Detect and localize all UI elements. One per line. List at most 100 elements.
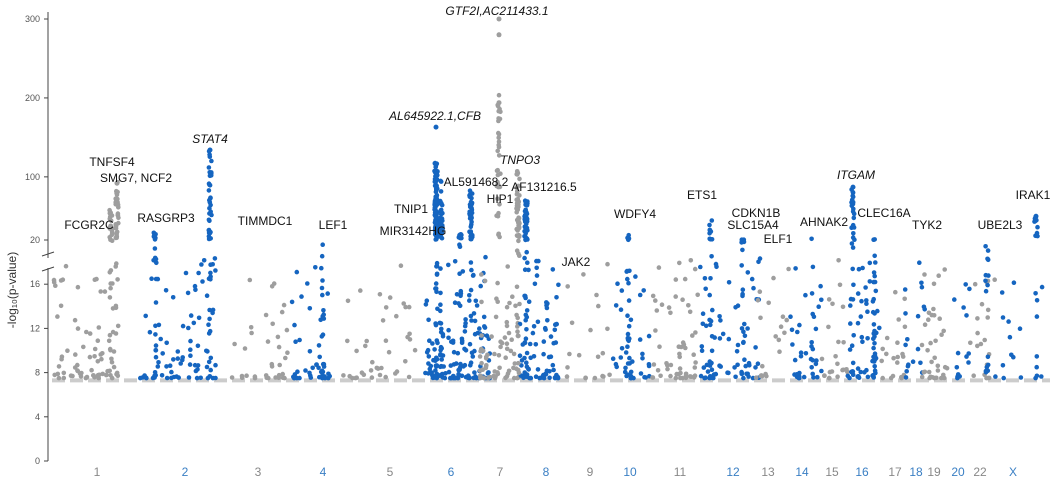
data-point [819,368,824,374]
data-point [467,211,472,216]
data-point [826,324,831,330]
data-point [496,144,502,150]
data-point [528,355,533,361]
data-point [433,227,439,232]
data-point [985,315,990,320]
data-point [423,302,429,307]
data-point [242,346,248,351]
data-point [432,168,437,174]
data-point [472,318,478,324]
data-point [865,374,871,380]
y-tick-label: 0 [35,456,40,466]
data-point [680,340,686,345]
data-point [741,239,747,245]
chromosome-label-8: 8 [543,465,550,479]
data-point [818,283,823,289]
data-point [524,350,530,356]
data-point [289,299,295,305]
data-point [605,326,610,332]
data-point [530,330,536,336]
data-point [688,258,694,263]
data-point [194,375,200,381]
data-point [867,279,873,284]
data-point [446,369,452,375]
data-point [481,314,487,320]
data-point [285,350,290,356]
data-point [637,337,643,342]
data-point [61,375,67,381]
data-point [207,211,212,216]
data-point [403,359,408,364]
data-point [496,153,502,158]
data-point [195,367,200,372]
data-point [478,283,484,289]
data-point [113,223,119,229]
data-point [544,368,550,374]
data-point [941,372,946,378]
gene-label: JAK2 [562,255,591,269]
data-point [809,365,814,370]
data-point [921,369,927,375]
data-point [265,339,271,344]
data-point [627,268,632,274]
data-point [424,350,430,355]
data-point [524,364,530,370]
data-point [58,278,64,283]
data-point [849,343,855,349]
data-point [985,362,991,368]
data-point [985,375,991,381]
gene-label: FCGR2C [64,218,114,232]
chromosome-label-1: 1 [94,465,101,479]
data-point [673,277,679,282]
data-point [850,194,856,200]
data-point [496,116,501,121]
data-point [809,340,814,345]
data-point [276,375,282,381]
data-point [967,286,972,292]
data-point [293,339,298,345]
gene-label: TNFSF4 [89,155,135,169]
data-point [206,276,212,282]
data-point [439,357,445,362]
data-point [483,254,488,260]
data-point [664,361,669,366]
data-point [469,207,475,213]
data-point [207,182,212,188]
data-point [576,352,582,358]
data-point [100,351,105,356]
data-point [156,360,161,365]
data-point [870,358,875,364]
data-point [186,375,192,380]
data-point [316,343,322,348]
data-point [196,315,202,321]
data-point [523,212,528,218]
data-point [919,374,925,380]
data-point [506,330,512,336]
data-point [209,158,214,164]
data-point [449,375,454,381]
data-point [720,331,726,337]
data-point [553,322,558,327]
data-point [1033,213,1039,219]
data-point [297,337,302,343]
data-point [836,339,841,345]
data-point [107,346,113,352]
gene-label: TNIP1 [394,202,428,216]
data-point [1009,352,1014,358]
data-point [167,363,173,369]
data-point [891,355,896,361]
chromosome-label-2: 2 [182,465,189,479]
data-point [992,277,997,283]
data-point [707,359,713,364]
data-point [497,106,502,112]
data-point [813,326,819,332]
gene-label: SMG7, NCF2 [100,171,172,185]
data-point [169,375,174,381]
data-point [873,260,878,265]
data-point [534,265,539,271]
data-point [92,277,98,283]
data-point [377,292,383,297]
data-point [497,202,502,207]
data-point [1011,280,1017,286]
data-point [208,229,213,235]
